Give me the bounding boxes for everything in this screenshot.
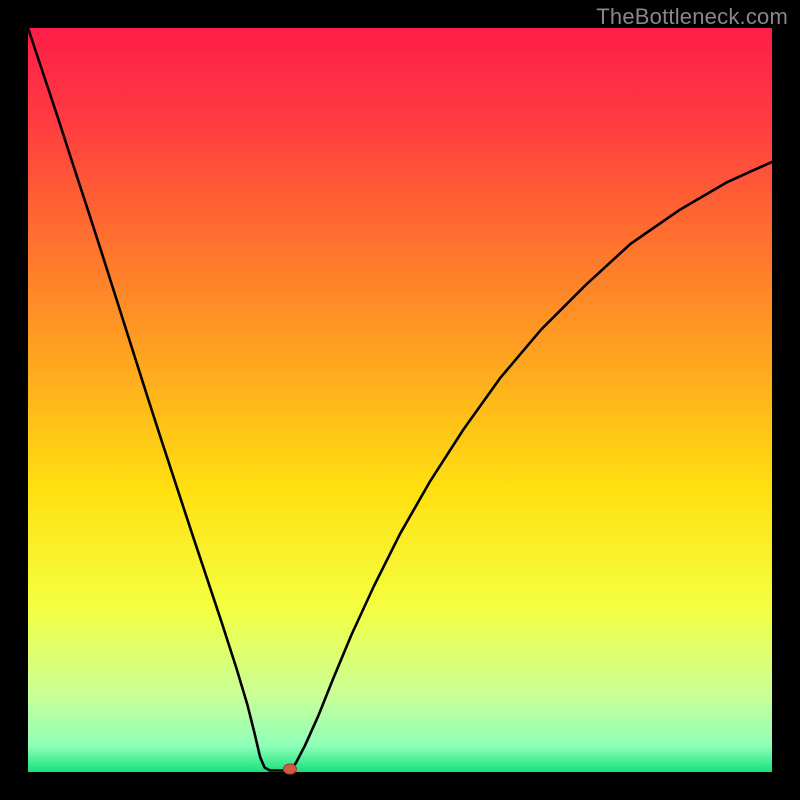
chart-frame: TheBottleneck.com xyxy=(0,0,800,800)
bottleneck-curve xyxy=(28,28,772,771)
curve-svg xyxy=(28,28,772,772)
optimum-marker xyxy=(283,764,297,775)
plot-area xyxy=(28,28,772,772)
watermark-text: TheBottleneck.com xyxy=(596,4,788,30)
